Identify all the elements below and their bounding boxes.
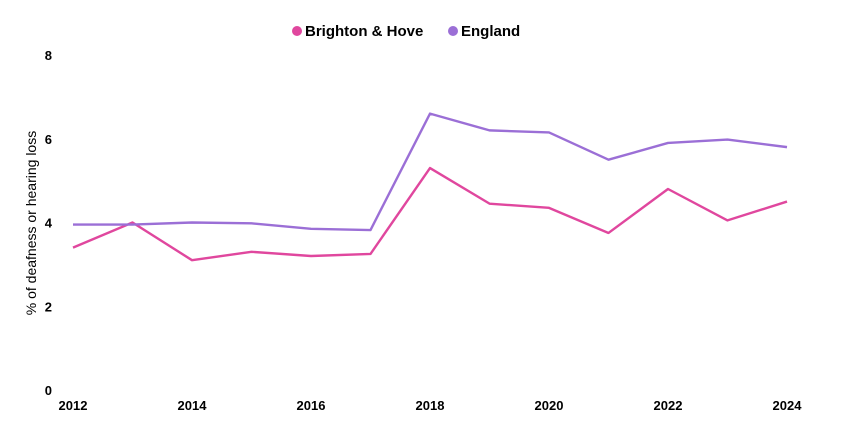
y-tick-label: 8 — [45, 48, 52, 63]
data-point[interactable] — [308, 253, 314, 259]
data-point[interactable] — [606, 230, 612, 236]
data-point[interactable] — [368, 251, 374, 257]
data-point[interactable] — [130, 222, 136, 228]
y-axis-title: % of deafness or hearing loss — [23, 131, 39, 315]
x-tick-label: 2012 — [59, 398, 88, 413]
data-point[interactable] — [189, 257, 195, 263]
data-point[interactable] — [546, 129, 552, 135]
legend-label-brighton-hove: Brighton & Hove — [305, 23, 423, 40]
data-point[interactable] — [665, 186, 671, 192]
data-point[interactable] — [308, 226, 314, 232]
data-point[interactable] — [70, 222, 76, 228]
data-point[interactable] — [784, 199, 790, 205]
data-point[interactable] — [249, 220, 255, 226]
series-line-england[interactable] — [73, 112, 788, 232]
x-tick-label: 2016 — [297, 398, 326, 413]
x-tick-label: 2018 — [416, 398, 445, 413]
data-point[interactable] — [725, 137, 731, 143]
y-tick-label: 0 — [45, 383, 52, 398]
data-point[interactable] — [427, 111, 433, 117]
data-point[interactable] — [725, 217, 731, 223]
data-point[interactable] — [665, 140, 671, 146]
data-point[interactable] — [606, 157, 612, 163]
data-point[interactable] — [70, 245, 76, 251]
legend: Brighton & Hove England — [292, 23, 520, 40]
data-point[interactable] — [249, 249, 255, 255]
x-tick-label: 2022 — [654, 398, 683, 413]
legend-label-england: England — [461, 23, 520, 40]
y-axis-ticks: 0 2 4 6 8 — [45, 48, 53, 398]
y-tick-label: 2 — [45, 299, 52, 314]
data-point[interactable] — [368, 227, 374, 233]
data-point[interactable] — [784, 144, 790, 150]
series-layer — [70, 111, 790, 263]
series-line-brighton-hove[interactable] — [72, 166, 788, 262]
legend-marker-england — [448, 26, 458, 36]
y-tick-label: 6 — [45, 132, 52, 147]
data-point[interactable] — [546, 205, 552, 211]
x-tick-label: 2014 — [178, 398, 208, 413]
legend-marker-brighton-hove — [292, 26, 302, 36]
x-tick-label: 2020 — [535, 398, 564, 413]
data-point[interactable] — [427, 165, 433, 171]
data-point[interactable] — [189, 220, 195, 226]
data-point[interactable] — [487, 127, 493, 133]
x-tick-label: 2024 — [773, 398, 803, 413]
y-tick-label: 4 — [45, 216, 53, 231]
legend-item-brighton-hove[interactable]: Brighton & Hove — [292, 23, 423, 40]
data-point[interactable] — [487, 201, 493, 207]
x-axis-ticks: 2012 2014 2016 2018 2020 2022 2024 — [59, 398, 803, 413]
legend-item-england[interactable]: England — [448, 23, 520, 40]
